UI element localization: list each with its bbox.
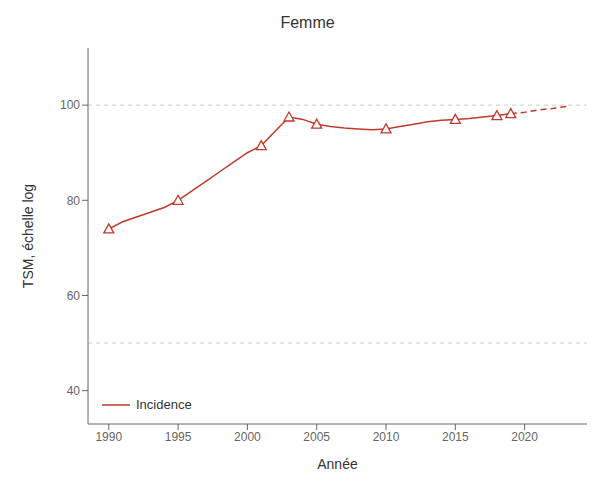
svg-text:2010: 2010 xyxy=(373,430,400,444)
svg-text:2000: 2000 xyxy=(234,430,261,444)
svg-text:60: 60 xyxy=(67,289,81,303)
svg-text:2020: 2020 xyxy=(511,430,538,444)
svg-text:1990: 1990 xyxy=(95,430,122,444)
svg-text:2005: 2005 xyxy=(303,430,330,444)
svg-text:40: 40 xyxy=(67,384,81,398)
svg-text:80: 80 xyxy=(67,194,81,208)
html-text:Femme: Femme xyxy=(280,14,335,31)
svg-text:2015: 2015 xyxy=(442,430,469,444)
svg-text:1995: 1995 xyxy=(165,430,192,444)
svg-text:100: 100 xyxy=(60,98,80,112)
html-text:Incidence: Incidence xyxy=(136,397,192,412)
svg-text:TSM, échelle log: TSM, échelle log xyxy=(20,184,36,288)
svg-text:Année: Année xyxy=(317,456,358,472)
